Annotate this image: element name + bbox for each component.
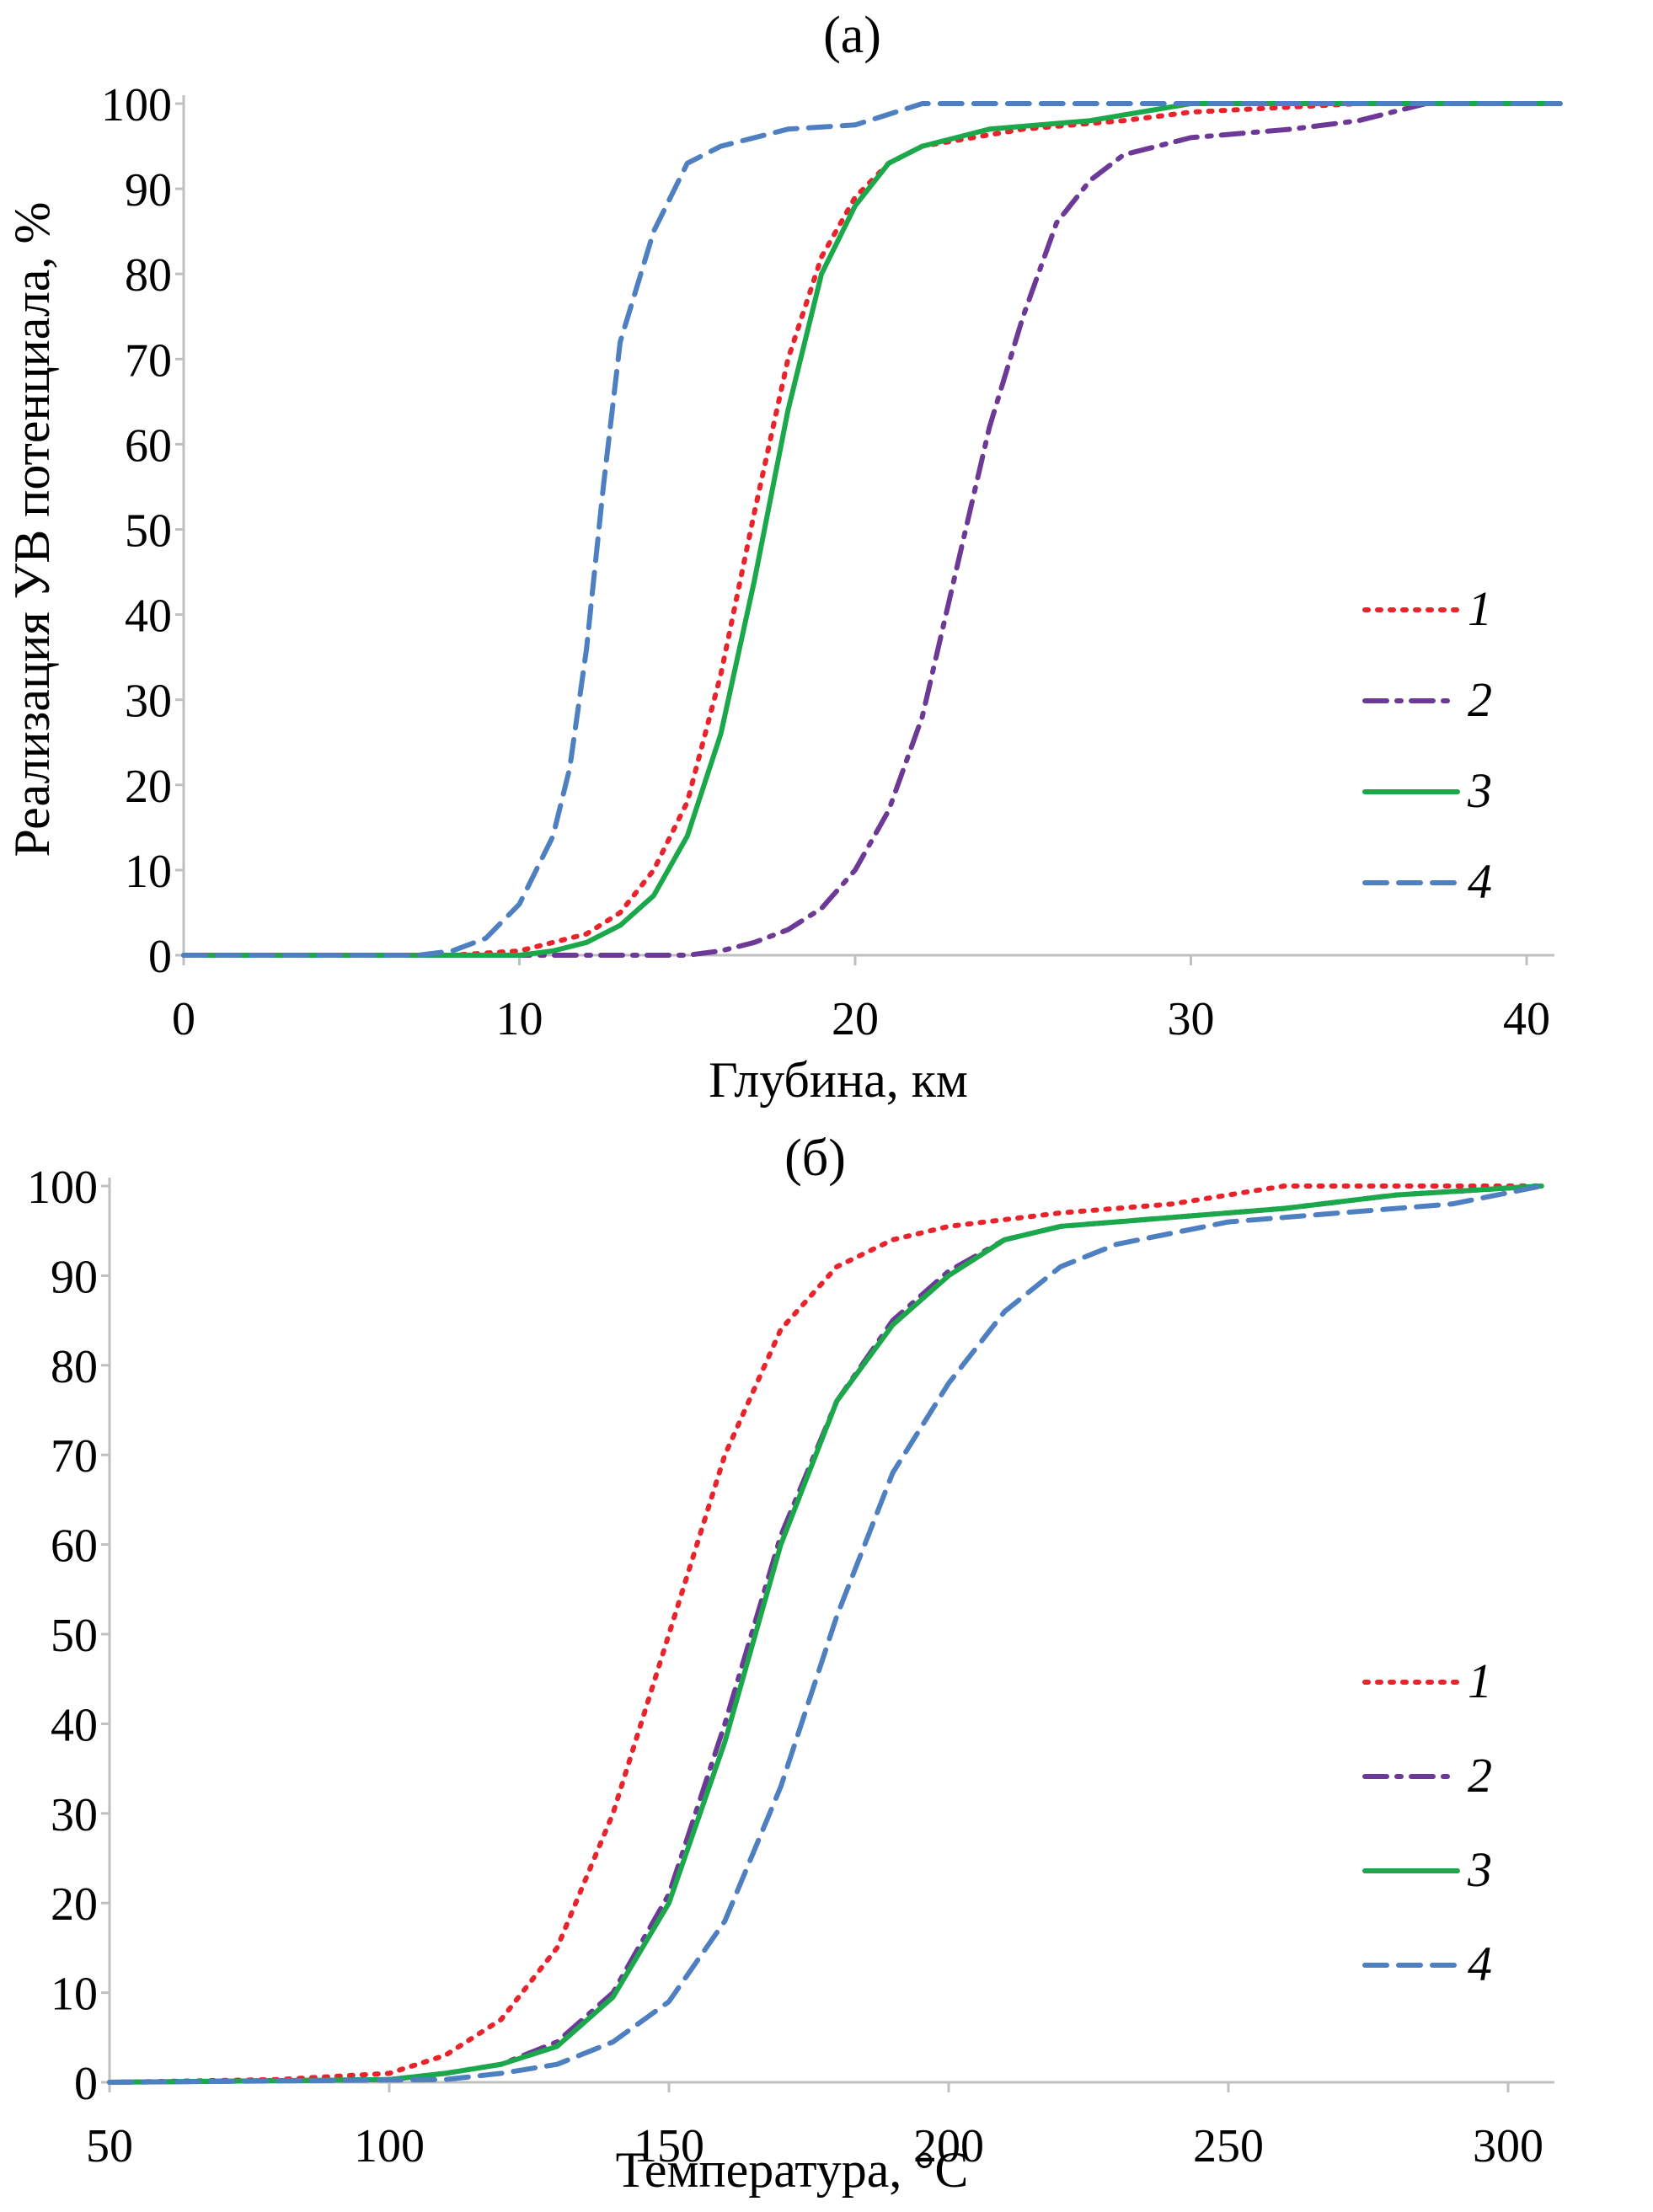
legend-label-4: 4 bbox=[1468, 1937, 1492, 1991]
y-tick-label: 10 bbox=[125, 846, 172, 898]
legend-label-4: 4 bbox=[1468, 854, 1492, 909]
y-tick-label: 60 bbox=[51, 1520, 98, 1573]
y-tick-label: 90 bbox=[125, 164, 172, 216]
series-4-line-a bbox=[181, 101, 1563, 958]
y-tick-label: 10 bbox=[51, 1969, 98, 2021]
x-tick-label: 200 bbox=[913, 2120, 984, 2172]
y-tick-label: 100 bbox=[27, 1162, 98, 1214]
panel-title-a: (а) bbox=[823, 7, 881, 64]
legend-label-3: 3 bbox=[1467, 1842, 1492, 1897]
x-tick-label: 300 bbox=[1473, 2120, 1543, 2172]
y-tick-label: 30 bbox=[125, 676, 172, 728]
y-tick-label: 70 bbox=[125, 334, 172, 387]
x-axis-title-a: Глубина, км bbox=[709, 1052, 968, 1108]
x-tick-label: 0 bbox=[172, 993, 195, 1045]
series-3-line-b bbox=[107, 1183, 1544, 2085]
legend-label-2: 2 bbox=[1468, 1748, 1492, 1803]
x-tick-label: 30 bbox=[1168, 993, 1215, 1045]
legend-label-1: 1 bbox=[1468, 581, 1492, 636]
y-tick-label: 50 bbox=[51, 1610, 98, 1662]
y-tick-label: 70 bbox=[51, 1430, 98, 1483]
y-axis-title-a: Реализация УВ потенциала, % bbox=[4, 201, 60, 857]
y-tick-label: 60 bbox=[125, 419, 172, 472]
chart-panel-b: (б) 0 10 20 30 40 50 60 70 80 90 100 50 100 150 200 250 3… bbox=[27, 1130, 1554, 2198]
legend-label-3: 3 bbox=[1467, 763, 1492, 818]
x-tick-label: 20 bbox=[832, 993, 879, 1045]
series-2-line-b bbox=[107, 1183, 1544, 2085]
x-tick-label: 150 bbox=[634, 2120, 704, 2172]
x-axis-title-b: Температура, °С bbox=[616, 2142, 969, 2198]
legend-label-1: 1 bbox=[1468, 1654, 1492, 1708]
series-1-line-a bbox=[181, 101, 1563, 958]
x-tick-label: 10 bbox=[496, 993, 543, 1045]
y-tick-label: 0 bbox=[74, 2058, 98, 2110]
y-tick-label: 80 bbox=[125, 249, 172, 302]
y-tick-label: 80 bbox=[51, 1341, 98, 1393]
panel-title-b: (б) bbox=[784, 1130, 846, 1187]
y-tick-label: 100 bbox=[101, 79, 172, 131]
y-tick-label: 90 bbox=[51, 1251, 98, 1303]
x-tick-label: 40 bbox=[1503, 993, 1550, 1045]
chart-panel-a: (а) 0 10 20 30 40 50 60 70 80 90 100 0 10 20 30 40 Глубин… bbox=[4, 7, 1563, 1108]
series-4-line-b bbox=[107, 1183, 1544, 2085]
y-tick-label: 50 bbox=[125, 505, 172, 558]
series-1-line-b bbox=[107, 1183, 1544, 2085]
y-tick-label: 40 bbox=[125, 590, 172, 643]
y-tick-label: 0 bbox=[148, 931, 172, 983]
y-tick-label: 30 bbox=[51, 1789, 98, 1841]
legend-label-2: 2 bbox=[1468, 672, 1492, 727]
x-tick-label: 250 bbox=[1193, 2120, 1264, 2172]
y-tick-label: 20 bbox=[125, 761, 172, 813]
y-tick-label: 20 bbox=[51, 1878, 98, 1931]
series-2-line-a bbox=[181, 101, 1563, 958]
x-tick-label: 100 bbox=[354, 2120, 425, 2172]
series-3-line-a bbox=[181, 101, 1563, 958]
x-tick-label: 50 bbox=[86, 2120, 133, 2172]
y-tick-label: 40 bbox=[51, 1699, 98, 1751]
